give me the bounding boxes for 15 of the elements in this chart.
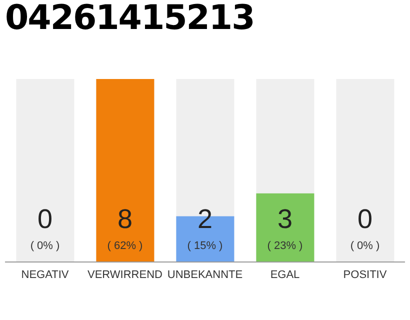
x-tick-label: NEGATIV	[21, 268, 70, 281]
annotation: ( 15% )	[186, 240, 224, 253]
data-label: 3	[276, 204, 294, 234]
annotation: ( 23% )	[266, 240, 304, 253]
annotation: ( 0% )	[29, 240, 61, 253]
chart-title: 04261415213	[5, 0, 256, 38]
annotation: ( 62% )	[106, 240, 144, 253]
x-tick-label: EGAL	[270, 268, 300, 281]
data-label: 0	[356, 204, 374, 234]
x-tick-label: VERWIRREND	[88, 268, 163, 281]
data-label: 0	[36, 204, 54, 234]
x-tick-label: UNBEKANNTE	[167, 268, 243, 281]
data-label: 8	[116, 204, 134, 234]
annotation: ( 0% )	[349, 240, 381, 253]
x-tick-label: POSITIV	[343, 268, 388, 281]
